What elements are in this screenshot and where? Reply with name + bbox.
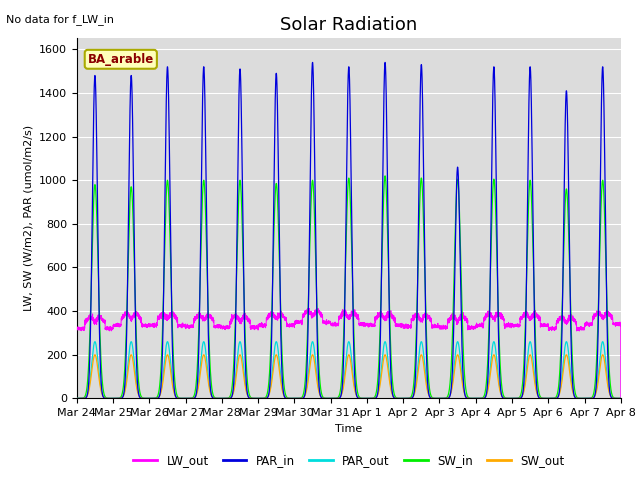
- LW_out: [470, 324, 478, 330]
- PAR_out: [470, 396, 478, 401]
- SW_in: [617, 396, 625, 401]
- LW_out: [588, 320, 595, 326]
- Title: Solar Radiation: Solar Radiation: [280, 16, 417, 34]
- LW_out: [305, 305, 312, 311]
- SW_out: [73, 396, 81, 401]
- Text: BA_arable: BA_arable: [88, 53, 154, 66]
- SW_in: [594, 318, 602, 324]
- SW_out: [594, 381, 602, 386]
- PAR_in: [617, 396, 625, 401]
- LW_out: [73, 326, 81, 332]
- SW_in: [330, 396, 338, 401]
- LW_out: [258, 321, 266, 327]
- PAR_in: [381, 60, 389, 65]
- SW_out: [599, 352, 607, 358]
- PAR_out: [594, 376, 602, 382]
- LW_out: [330, 320, 338, 326]
- PAR_out: [588, 396, 595, 401]
- SW_out: [588, 396, 595, 401]
- PAR_in: [594, 335, 602, 341]
- SW_in: [258, 396, 266, 401]
- SW_out: [617, 396, 625, 401]
- SW_in: [486, 293, 493, 299]
- SW_out: [470, 396, 478, 401]
- LW_out: [594, 311, 602, 316]
- Line: PAR_out: PAR_out: [77, 342, 621, 398]
- SW_out: [258, 396, 266, 401]
- Legend: LW_out, PAR_in, PAR_out, SW_in, SW_out: LW_out, PAR_in, PAR_out, SW_in, SW_out: [129, 449, 569, 472]
- SW_in: [381, 173, 389, 179]
- SW_in: [470, 396, 478, 401]
- PAR_in: [588, 396, 595, 401]
- PAR_out: [486, 370, 493, 375]
- Text: No data for f_LW_in: No data for f_LW_in: [6, 14, 115, 25]
- Line: PAR_in: PAR_in: [77, 62, 621, 398]
- PAR_out: [258, 396, 266, 401]
- Line: SW_in: SW_in: [77, 176, 621, 398]
- X-axis label: Time: Time: [335, 424, 362, 433]
- PAR_in: [470, 396, 478, 401]
- Line: SW_out: SW_out: [77, 355, 621, 398]
- PAR_in: [486, 301, 493, 307]
- PAR_in: [73, 396, 81, 401]
- PAR_out: [73, 396, 81, 401]
- PAR_out: [617, 396, 625, 401]
- Line: LW_out: LW_out: [77, 308, 621, 398]
- LW_out: [617, 396, 625, 401]
- SW_out: [330, 396, 338, 401]
- PAR_out: [599, 339, 607, 345]
- SW_in: [73, 396, 81, 401]
- PAR_out: [330, 396, 338, 401]
- Y-axis label: LW, SW (W/m2), PAR (umol/m2/s): LW, SW (W/m2), PAR (umol/m2/s): [24, 125, 33, 312]
- SW_in: [588, 395, 595, 401]
- LW_out: [486, 311, 493, 316]
- PAR_in: [330, 396, 338, 401]
- PAR_in: [258, 396, 266, 401]
- SW_out: [486, 376, 493, 382]
